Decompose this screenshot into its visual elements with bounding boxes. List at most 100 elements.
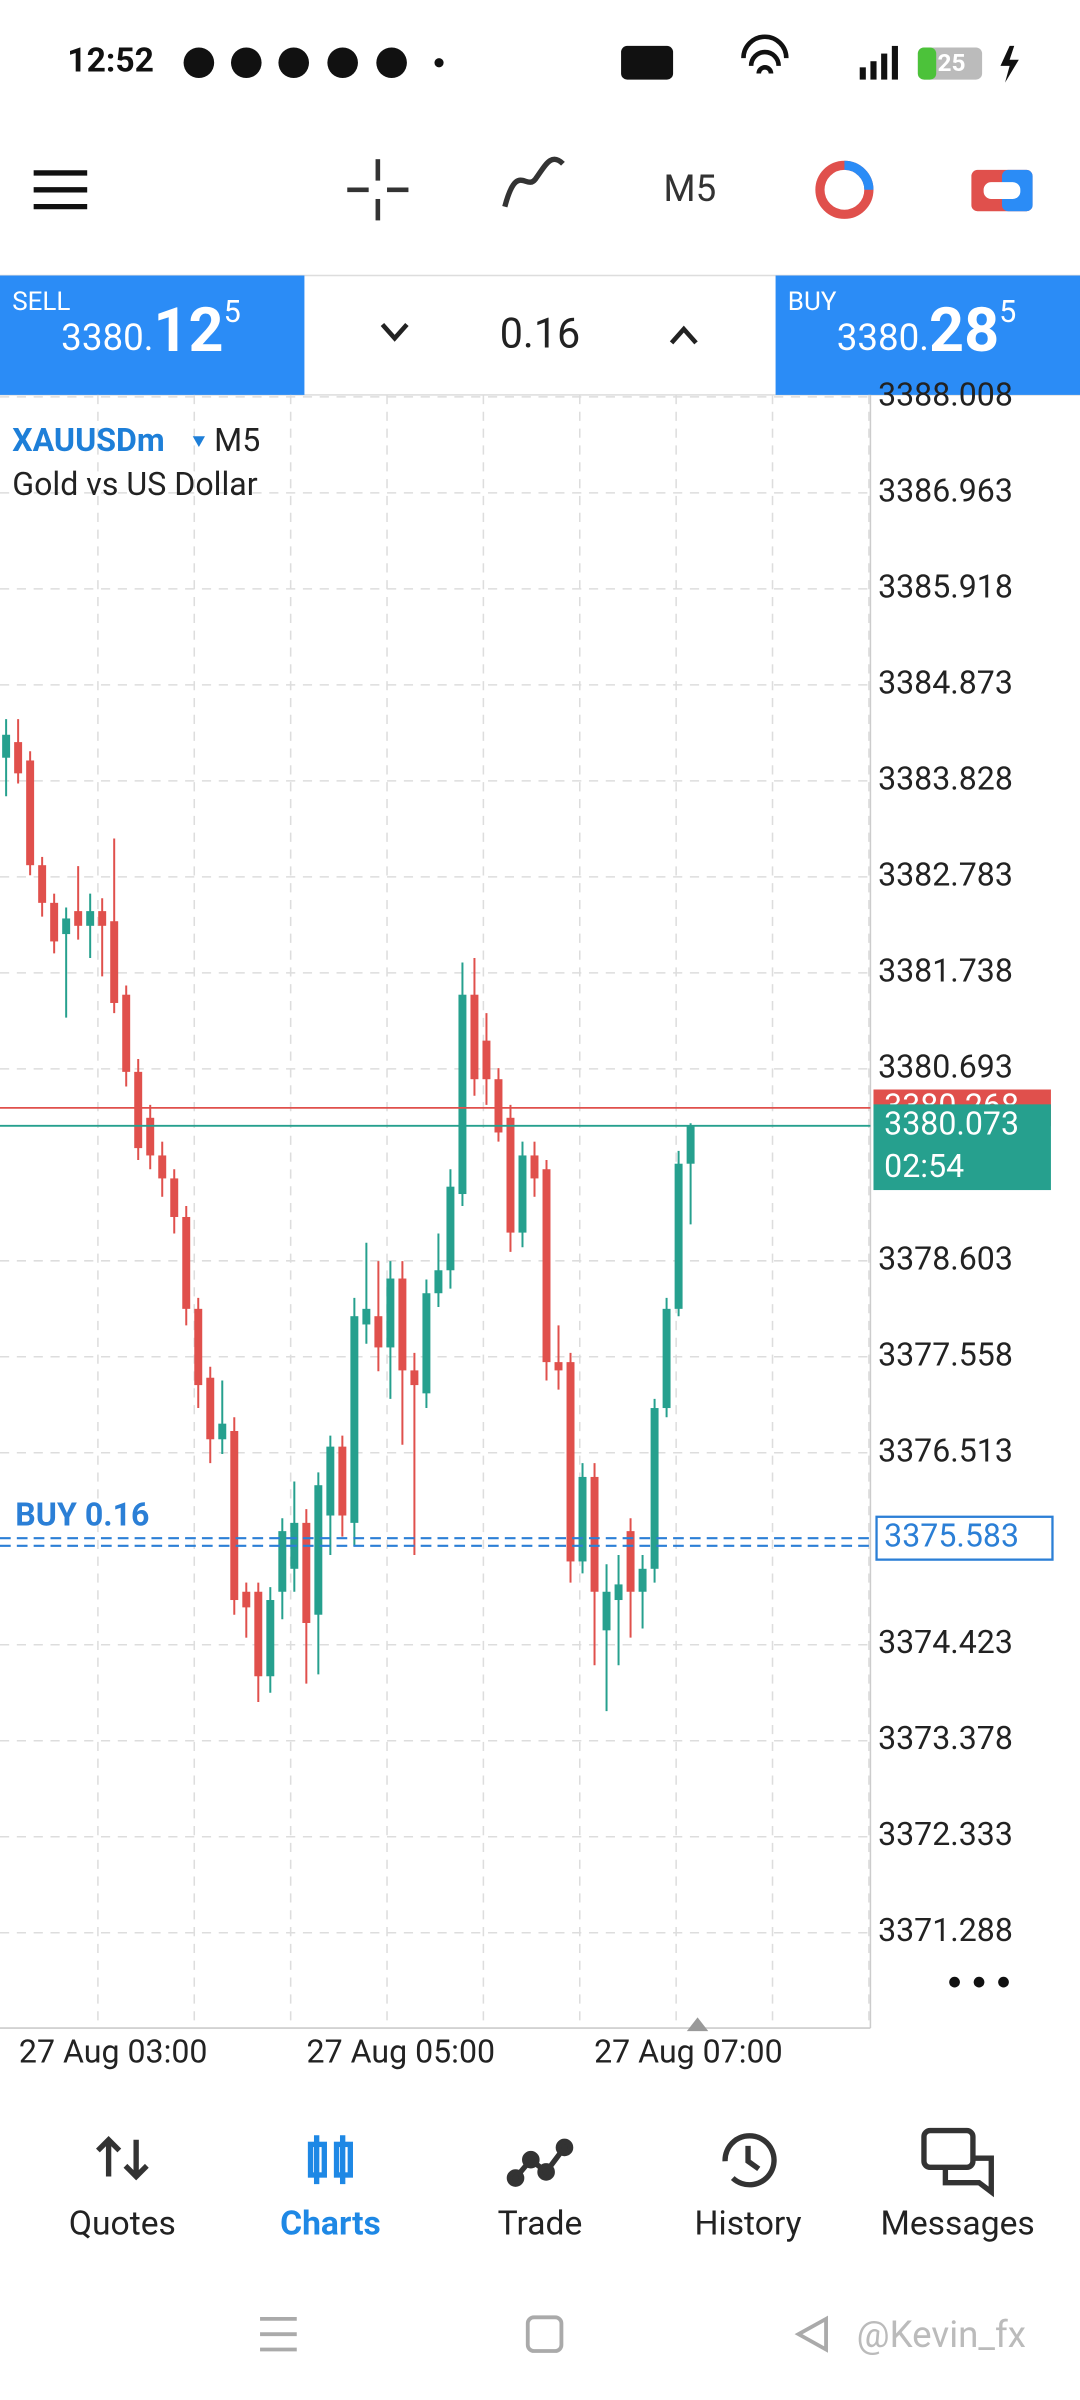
candle-body [506,1117,515,1233]
vpn-icon [621,45,674,80]
sell-price-big: 12 [153,294,223,366]
candle-body [38,865,47,903]
candle-body [602,1591,611,1631]
candle-body [566,1362,575,1562]
candle-body [242,1591,251,1608]
candle-body [458,994,467,1195]
position-price: 3375.583 [884,1517,1019,1555]
candle-body [314,1485,323,1615]
candle-body [278,1531,287,1592]
system-nav [260,2315,828,2353]
nav-item[interactable]: Quotes [69,2204,176,2243]
buy-label: BUY [788,287,837,317]
buy-price-big: 28 [929,294,999,366]
candle-body [554,1362,563,1371]
status-notifications [183,47,444,79]
y-tick-label: 3376.513 [878,1431,1013,1469]
y-tick-label: 3388.008 [878,375,1013,413]
symbol-dropdown[interactable] [192,436,205,447]
buy-price-sup: 5 [999,295,1016,330]
candle-body [74,911,83,926]
candle-body [122,994,131,1072]
trade-icon [506,2138,574,2187]
y-tick-label: 3386.963 [878,471,1013,509]
symbol-description: Gold vs US Dollar [12,465,258,503]
signal-icon [859,45,898,80]
bottom-nav [0,2081,1080,2278]
nav-item[interactable]: Trade [498,2204,583,2243]
bid-label-bg [873,1104,1051,1191]
sell-button[interactable] [0,275,305,395]
candle-body [98,911,107,926]
y-tick-label: 3378.603 [878,1239,1013,1277]
candle-body [338,1446,347,1516]
symbol[interactable]: XAUUSDm [12,421,165,459]
y-tick-label: 3384.873 [878,663,1013,701]
charts-icon [307,2135,353,2185]
candle-body [170,1178,179,1217]
candle-body [398,1278,407,1371]
candle-body [134,1071,143,1149]
candle-body [542,1169,551,1363]
position-label: BUY 0.16 [15,1495,149,1533]
y-tick-label: 3382.783 [878,855,1013,893]
nav-item[interactable]: Charts [280,2204,381,2243]
candle-body [434,1270,443,1294]
chart: 3388.008 3386.963 3385.918 3384.873 3383.828… [0,375,1054,2071]
crosshair-button[interactable] [347,159,409,221]
x-tick-label: 27 Aug 05:00 [307,2033,496,2071]
menu-button[interactable] [33,170,88,210]
candle-body [446,1186,455,1271]
sell-price: 3380.125 [61,294,241,366]
sell-price-main: 3380. [61,315,153,358]
y-tick-label: 3385.918 [878,567,1013,605]
objects-button-accent [844,160,874,191]
nav-item[interactable]: Messages [880,2204,1034,2243]
x-tick-label: 27 Aug 07:00 [594,2033,783,2071]
candle-body [230,1431,239,1601]
candle-body [638,1568,647,1592]
candle-body [374,1316,383,1348]
candle-body [422,1293,431,1394]
timeframe-button[interactable]: M5 [664,167,717,210]
y-tick-label: 3371.288 [878,1911,1013,1949]
y-tick-label: 3381.738 [878,951,1013,989]
y-tick-label: 3383.828 [878,759,1013,797]
candle-body [650,1408,659,1569]
candle-body [686,1126,695,1164]
charging-icon [1000,45,1019,83]
lot-decrease[interactable] [380,322,409,342]
candle-body [482,1040,491,1080]
candle-body [50,902,59,942]
candle-body [470,994,479,1080]
candle-body [590,1476,599,1592]
candle-body [662,1308,671,1409]
battery-text: 25 [937,48,965,77]
messages-icon [921,2127,994,2198]
y-tick-label: 3374.423 [878,1623,1013,1661]
candle-body [302,1522,311,1623]
candle-body [626,1531,635,1592]
history-icon [722,2133,777,2188]
candle-body [266,1600,275,1677]
sell-price-sup: 5 [224,295,241,330]
more-button[interactable] [949,1976,1009,1988]
candle-body [494,1079,503,1133]
nav-item[interactable]: History [695,2204,802,2243]
sell-label: SELL [12,287,70,317]
y-tick-label: 3372.333 [878,1815,1013,1853]
wifi-icon [741,34,789,74]
buy-button[interactable] [775,275,1080,395]
candle-body [518,1155,527,1233]
candle-body [194,1308,203,1386]
candle-body [386,1278,395,1348]
battery-level [917,47,937,80]
candle-body [62,918,71,935]
candle-body [26,760,35,866]
candle-body [86,911,95,926]
lot-increase[interactable] [669,325,698,345]
indicators-button[interactable] [502,156,565,208]
lot-size[interactable]: 0.16 [500,311,581,359]
